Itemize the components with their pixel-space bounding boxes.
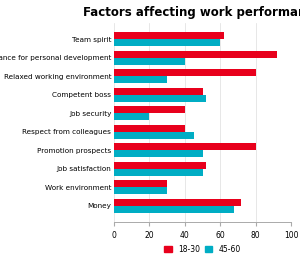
Bar (114, 88, 202, 95)
Bar (114, 106, 185, 113)
Bar (114, 58, 185, 65)
Bar (114, 199, 242, 206)
Bar (114, 150, 202, 157)
Bar (114, 95, 206, 102)
Bar (114, 180, 167, 187)
Title: Factors affecting work performance: Factors affecting work performance (83, 6, 300, 19)
Bar (114, 125, 185, 132)
Bar (114, 69, 256, 76)
Bar (114, 162, 206, 169)
Bar (114, 169, 202, 176)
Bar (114, 132, 194, 139)
Bar (114, 113, 149, 120)
Bar (114, 76, 167, 83)
Legend: 18-30, 45-60: 18-30, 45-60 (164, 245, 241, 254)
Bar (114, 143, 256, 150)
Bar (114, 39, 220, 46)
Bar (114, 51, 277, 58)
Bar (114, 32, 224, 39)
Bar (114, 206, 234, 213)
Bar (114, 187, 167, 194)
